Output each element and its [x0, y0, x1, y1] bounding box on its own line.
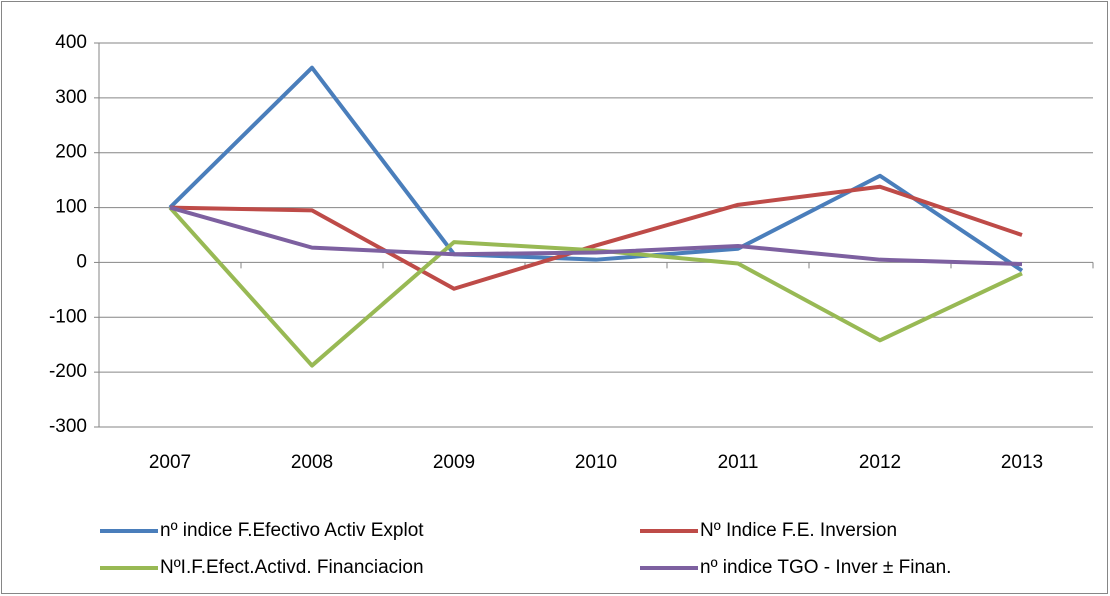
x-tick-label: 2011: [718, 452, 759, 473]
y-tick-label: 300: [55, 87, 87, 108]
legend-label: Nº Indice F.E. Inversion: [700, 520, 897, 541]
x-tick-label: 2009: [433, 452, 475, 473]
series-line: [169, 184, 1023, 291]
y-tick-label: 0: [76, 251, 87, 272]
legend-label: nº indice F.Efectivo Activ Explot: [160, 520, 424, 541]
series-line: [168, 65, 1024, 273]
series-line: [169, 205, 1023, 267]
x-tick-label: 2007: [149, 452, 191, 473]
legend-label: NºI.F.Efect.Activd. Financiacion: [160, 557, 424, 578]
y-tick-label: -100: [49, 306, 87, 327]
y-tick-label: 100: [55, 197, 87, 218]
y-tick-label: 400: [55, 32, 87, 53]
x-tick-label: 2010: [575, 452, 617, 473]
x-tick-label: 2013: [1001, 452, 1043, 473]
x-tick-label: 2012: [859, 452, 901, 473]
y-tick-label: -300: [49, 416, 87, 437]
x-tick-label: 2008: [291, 452, 333, 473]
y-tick-label: -200: [49, 361, 87, 382]
legend-label: nº indice TGO - Inver ± Finan.: [700, 557, 951, 578]
y-tick-label: 200: [55, 142, 87, 163]
series-line: [168, 206, 1023, 368]
